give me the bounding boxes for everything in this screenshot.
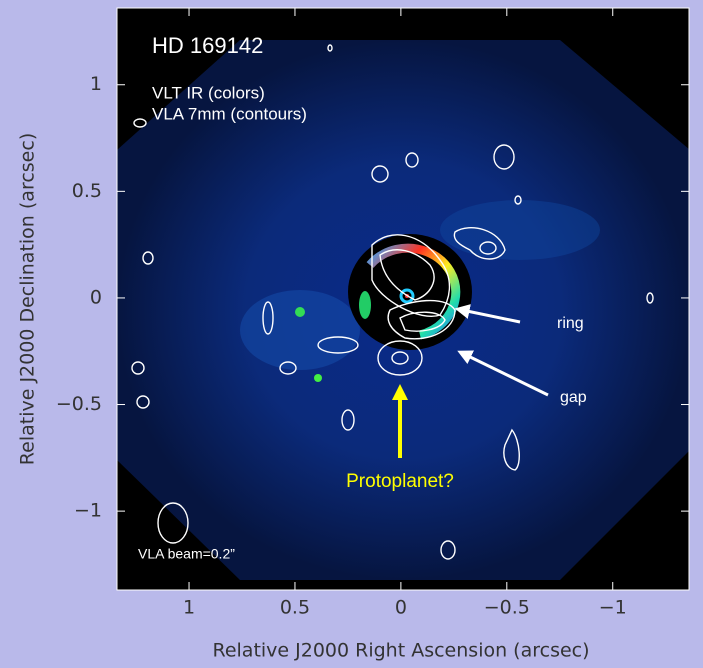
- annotation: HD 169142: [152, 33, 263, 58]
- x-tick-label: −0.5: [484, 597, 530, 619]
- y-tick-label: 1: [90, 73, 102, 95]
- y-axis-label: Relative J2000 Declination (arcsec): [17, 133, 39, 465]
- x-tick-label: 1: [183, 597, 195, 619]
- y-tick-label: 0: [90, 286, 102, 308]
- annotation: gap: [560, 389, 587, 406]
- x-axis-label: Relative J2000 Right Ascension (arcsec): [212, 640, 589, 662]
- x-tick-label: 0.5: [280, 597, 310, 619]
- figure: HD 169142 VLT IR (colors) VLA 7mm (conto…: [0, 0, 703, 668]
- x-tick-label: −1: [599, 597, 627, 619]
- annotation: Protoplanet?: [346, 471, 454, 492]
- x-tick-label: 0: [395, 597, 407, 619]
- y-tick-label: −1: [74, 500, 102, 522]
- annotation: ring: [557, 315, 584, 332]
- y-tick-label: −0.5: [56, 393, 102, 415]
- y-tick-label: 0.5: [72, 180, 102, 202]
- annotation: VLA 7mm (contours): [152, 104, 307, 123]
- annotation: VLT IR (colors): [152, 83, 265, 102]
- annotation: VLA beam=0.2”: [138, 546, 235, 562]
